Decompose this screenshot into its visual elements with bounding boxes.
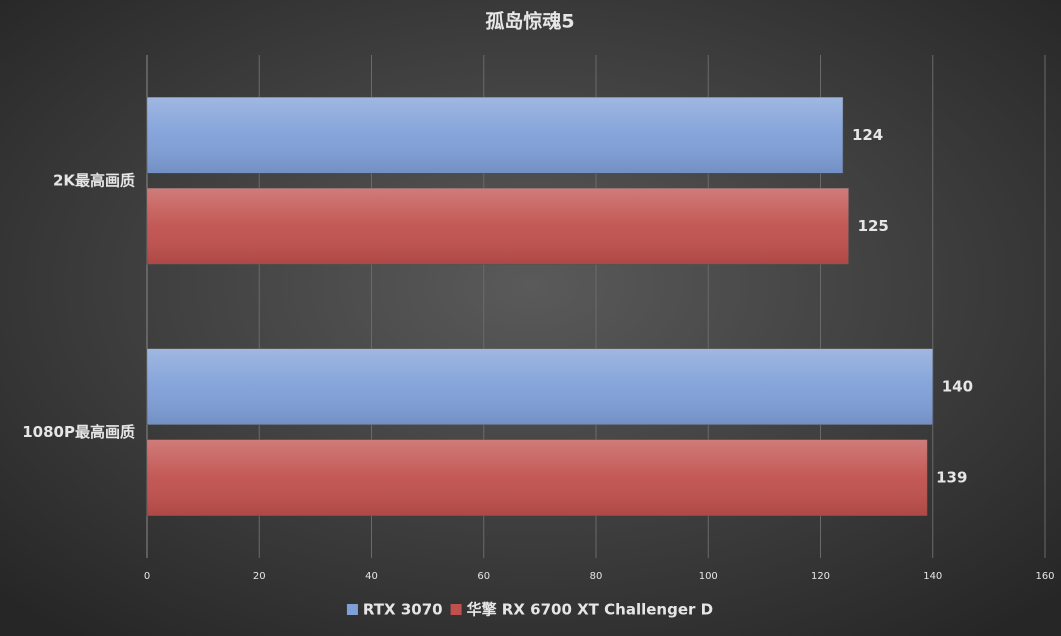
x-tick-label: 60 — [477, 571, 490, 582]
bar-shine — [147, 439, 928, 516]
value-label: 139 — [936, 468, 967, 486]
y-tick-label: 2K最高画质 — [53, 171, 135, 189]
legend-label: 华擎 RX 6700 XT Challenger D — [467, 601, 713, 619]
x-tick-label: 80 — [590, 571, 603, 582]
x-tick-label: 100 — [699, 571, 718, 582]
bar-shine — [147, 188, 849, 265]
value-label: 124 — [852, 126, 883, 144]
x-tick-label: 120 — [811, 571, 830, 582]
legend: RTX 3070 华擎 RX 6700 XT Challenger D — [346, 601, 713, 619]
chart-title: 孤岛惊魂5 — [485, 10, 574, 33]
legend-swatch — [450, 604, 462, 615]
legend-label: RTX 3070 — [363, 601, 443, 619]
x-tick-label: 0 — [144, 571, 150, 582]
x-tick-label: 160 — [1035, 571, 1054, 582]
bar-shine — [147, 97, 843, 174]
x-tick-label: 40 — [365, 571, 378, 582]
legend-swatch — [346, 604, 358, 615]
x-tick-label: 20 — [253, 571, 266, 582]
value-label: 140 — [942, 377, 973, 395]
bar-shine — [147, 348, 933, 425]
x-tick-label: 140 — [923, 571, 942, 582]
y-tick-label: 1080P最高画质 — [22, 423, 135, 441]
value-label: 125 — [858, 217, 889, 235]
